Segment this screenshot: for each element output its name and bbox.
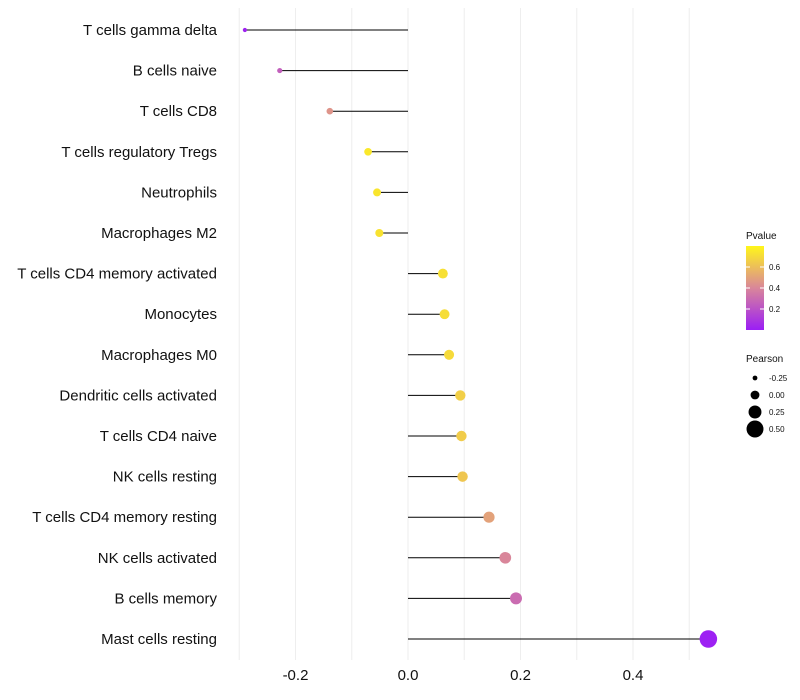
size-legend-label: 0.50	[769, 425, 785, 434]
pvalue-legend-title: Pvalue	[746, 231, 777, 242]
lollipop-point	[364, 147, 372, 156]
category-label: NK cells activated	[98, 550, 217, 567]
category-label: Macrophages M2	[101, 225, 217, 242]
lollipop-point	[499, 551, 512, 564]
lollipop-point	[277, 68, 283, 74]
size-legend-label: -0.25	[769, 374, 788, 383]
grid-lines	[238, 8, 690, 660]
pvalue-colorbar	[746, 246, 764, 330]
category-label: T cells gamma delta	[83, 22, 218, 39]
category-label: T cells regulatory Tregs	[61, 144, 217, 161]
size-legend-dot	[746, 420, 764, 438]
size-legend-label: 0.00	[769, 391, 785, 400]
category-labels: T cells gamma delta B cells naive T cells …	[17, 22, 217, 648]
lollipop-point	[375, 228, 384, 238]
lollipop-segments	[244, 29, 709, 640]
lollipop-point	[373, 188, 382, 197]
lollipop-point	[455, 390, 466, 401]
lollipop-points	[242, 27, 718, 648]
lollipop-point	[510, 592, 522, 605]
x-tick-label: 0.2	[510, 667, 531, 684]
size-legend-dot	[752, 375, 758, 381]
pearson-legend-title: Pearson	[746, 354, 783, 365]
x-tick-label: 0.0	[398, 667, 419, 684]
x-tick-label: -0.2	[283, 667, 309, 684]
pearson-legend: Pearson -0.25 0.00 0.25 0.50	[746, 354, 788, 438]
category-label: T cells CD4 naive	[100, 428, 217, 445]
size-legend-label: 0.25	[769, 408, 785, 417]
lollipop-point	[444, 349, 455, 360]
size-legend-dot	[748, 405, 762, 419]
x-tick-label: 0.4	[623, 667, 644, 684]
category-label: Mast cells resting	[101, 631, 217, 648]
category-label: Dendritic cells activated	[59, 387, 217, 404]
lollipop-point	[457, 471, 468, 482]
category-label: B cells memory	[114, 590, 217, 607]
category-label: B cells naive	[133, 63, 217, 80]
colorbar-tick-label: 0.2	[769, 305, 781, 314]
lollipop-point	[242, 27, 247, 33]
colorbar-tick-label: 0.4	[769, 284, 781, 293]
lollipop-point	[439, 309, 450, 320]
category-label: Macrophages M0	[101, 347, 217, 364]
category-label: Neutrophils	[141, 184, 217, 201]
category-label: Monocytes	[144, 306, 217, 323]
lollipop-point	[437, 268, 448, 279]
category-label: T cells CD4 memory resting	[32, 509, 217, 526]
x-axis-tick-labels: -0.2 0.0 0.2 0.4	[283, 667, 644, 684]
lollipop-point	[326, 107, 334, 115]
category-label: T cells CD4 memory activated	[17, 266, 217, 283]
size-legend-dot	[750, 390, 760, 400]
colorbar-tick-label: 0.6	[769, 263, 781, 272]
lollipop-point	[699, 630, 718, 648]
lollipop-point	[456, 430, 467, 442]
category-label: NK cells resting	[113, 469, 217, 486]
pvalue-legend: Pvalue 0.2 0.4 0.6	[746, 231, 781, 330]
lollipop-point	[483, 511, 495, 523]
category-label: T cells CD8	[140, 103, 217, 120]
